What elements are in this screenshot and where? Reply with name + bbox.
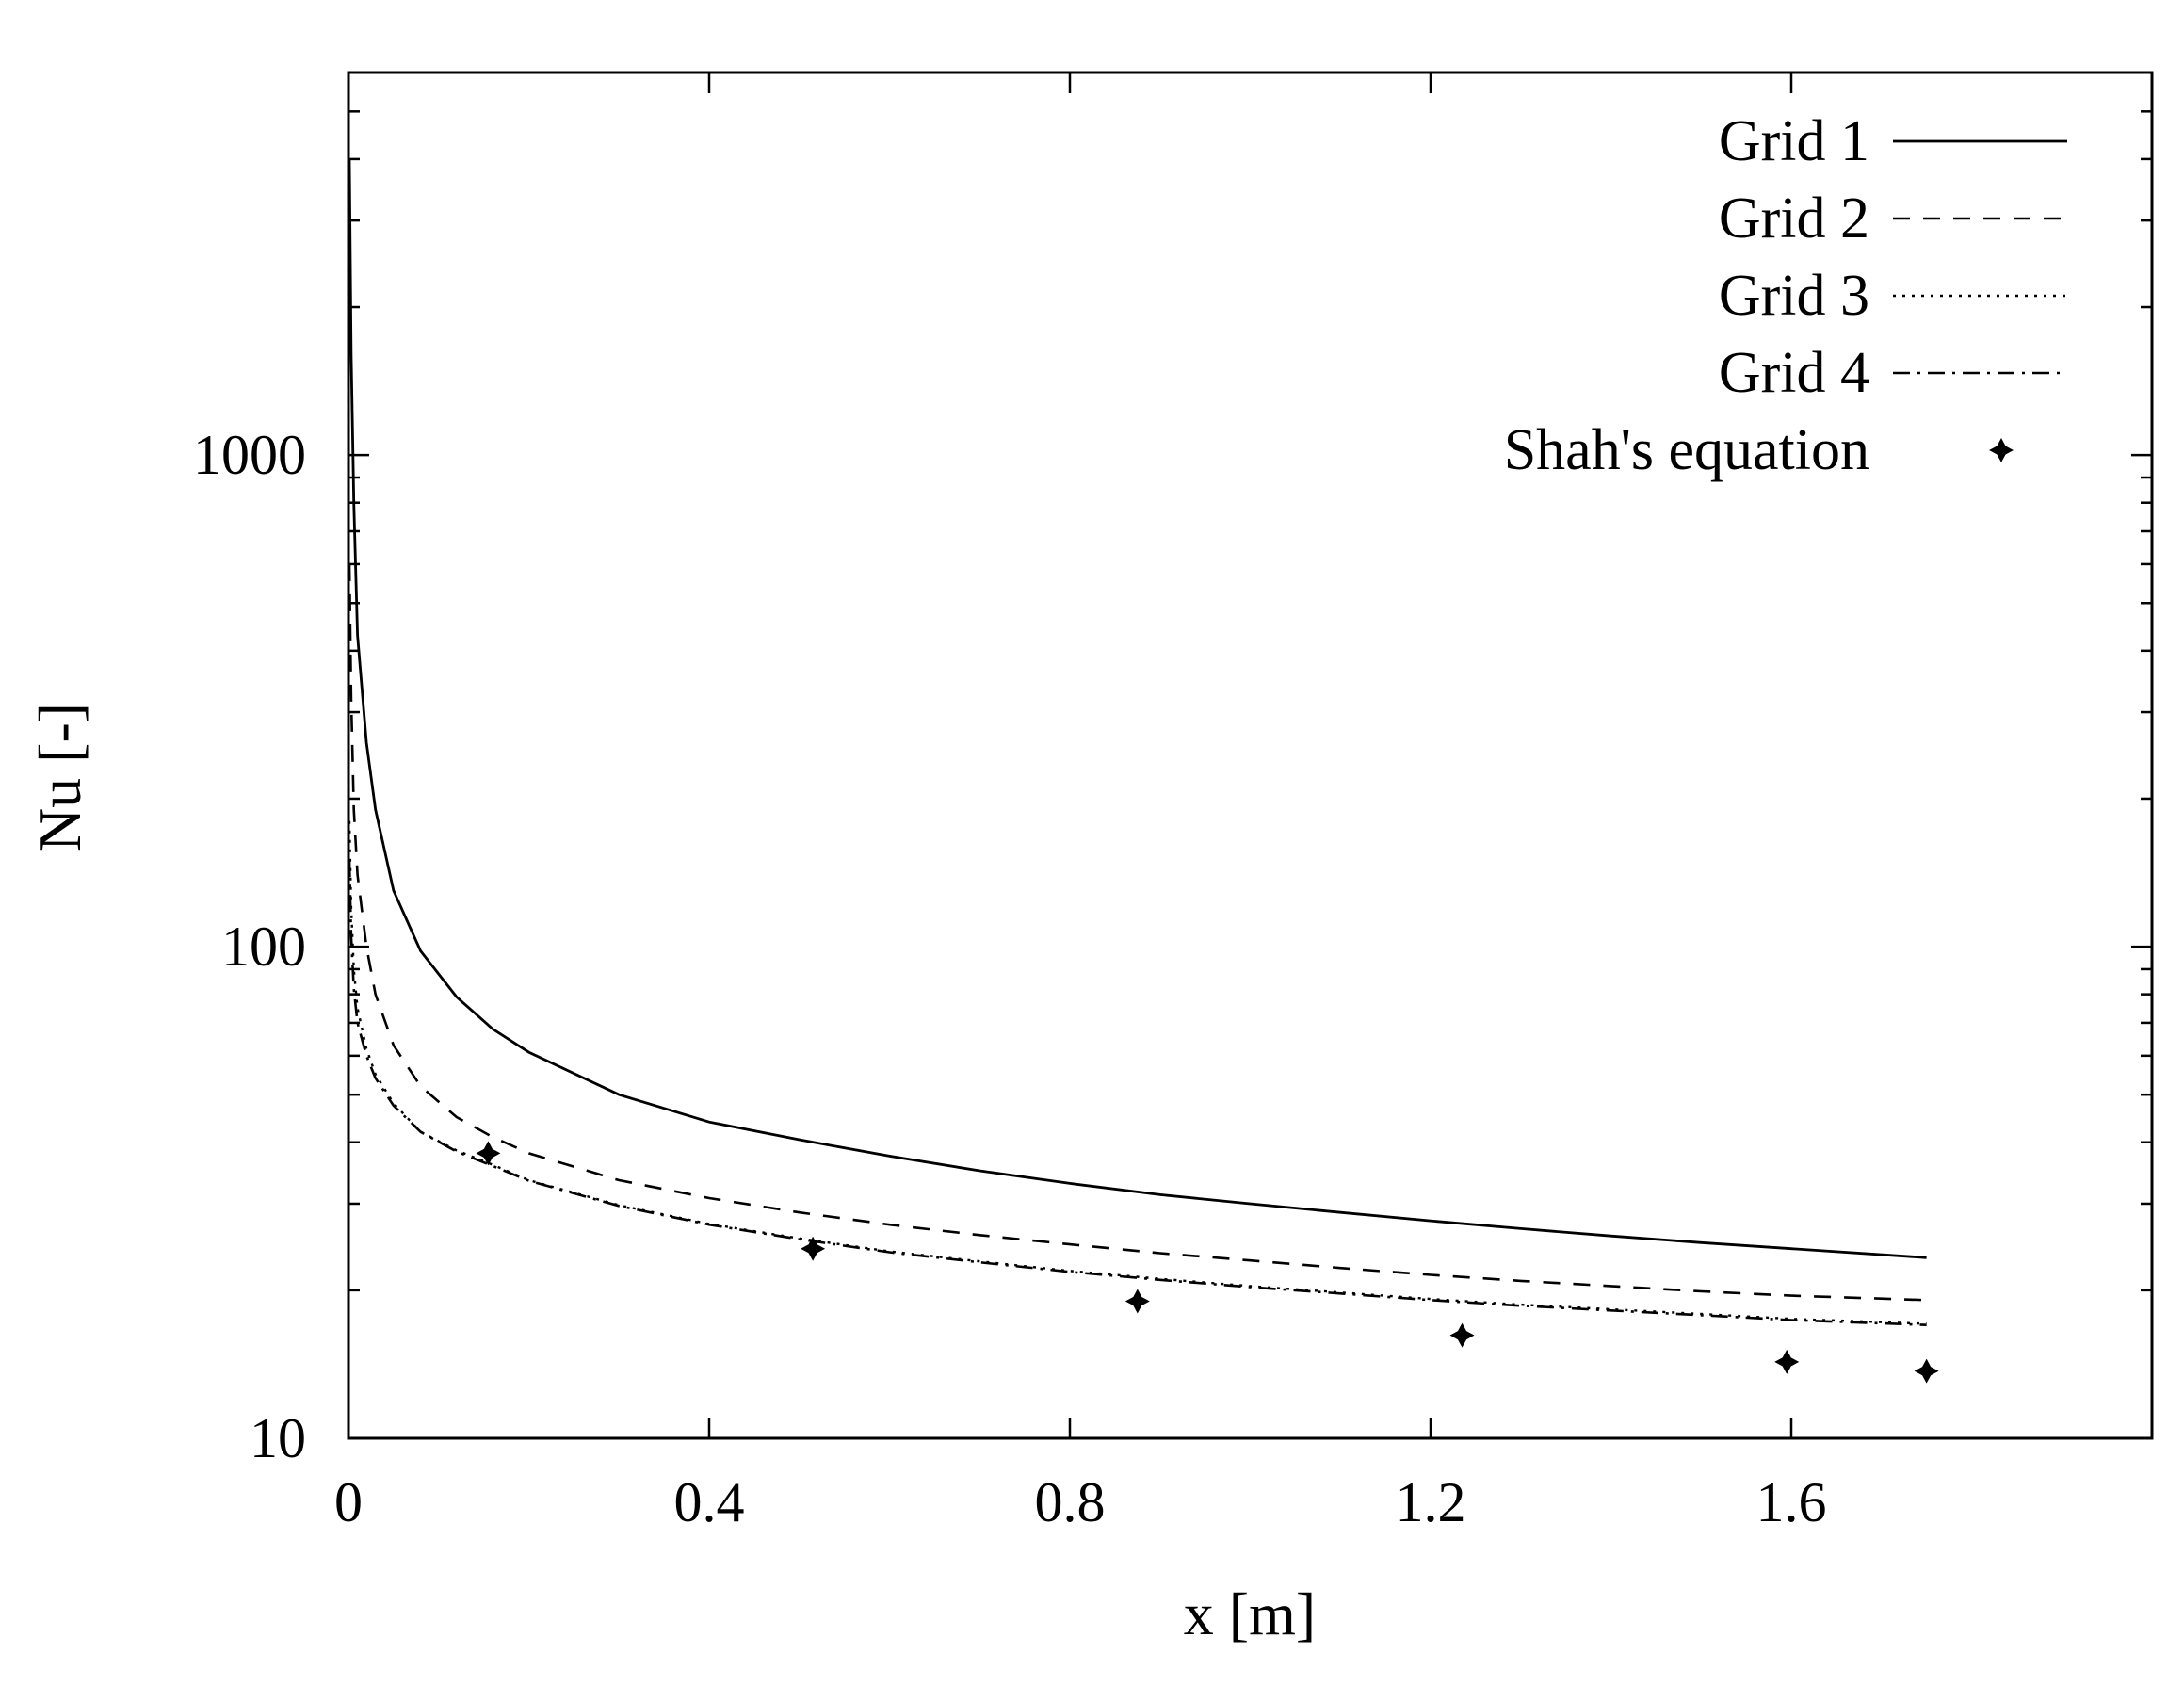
series-grid-2 bbox=[348, 563, 1927, 1302]
data-point-marker bbox=[1124, 1289, 1150, 1314]
legend-item: Grid 4 bbox=[1719, 341, 2067, 405]
x-tick-label: 1.2 bbox=[1396, 1471, 1466, 1533]
legend-item: Grid 1 bbox=[1719, 109, 2067, 173]
legend-label: Grid 4 bbox=[1719, 341, 1869, 405]
x-axis-label: x [m] bbox=[1184, 1581, 1316, 1647]
x-tick-label: 0 bbox=[334, 1471, 363, 1533]
series-line bbox=[348, 563, 1927, 1302]
x-tick-label: 1.6 bbox=[1756, 1471, 1827, 1533]
y-tick-label: 100 bbox=[221, 916, 306, 978]
y-tick-label: 1000 bbox=[193, 424, 306, 486]
plot-frame bbox=[347, 71, 2154, 1440]
data-point-marker bbox=[1914, 1358, 1939, 1384]
legend-label: Grid 2 bbox=[1719, 186, 1869, 251]
series-layer bbox=[348, 158, 1939, 1384]
series-line bbox=[348, 820, 1927, 1325]
legend-marker bbox=[1989, 438, 2014, 462]
legend: Grid 1 Grid 2 Grid 3 Grid 4 Shah's equation bbox=[1504, 109, 2067, 482]
legend-item: Shah's equation bbox=[1504, 418, 2014, 482]
legend-label: Grid 3 bbox=[1719, 264, 1869, 328]
series-shah-s-equation bbox=[476, 1141, 1939, 1384]
data-point-marker bbox=[1774, 1349, 1800, 1374]
series-line bbox=[348, 860, 1927, 1326]
y-axis-label: Nu [-] bbox=[26, 703, 93, 851]
y-tick-label: 10 bbox=[250, 1407, 306, 1469]
data-point-marker bbox=[801, 1236, 826, 1261]
series-grid-4 bbox=[348, 860, 1927, 1326]
x-tick-label: 0.8 bbox=[1035, 1471, 1106, 1533]
legend-label: Shah's equation bbox=[1504, 418, 1869, 482]
legend-label: Grid 1 bbox=[1719, 109, 1869, 173]
legend-item: Grid 3 bbox=[1719, 264, 2067, 328]
legend-item: Grid 2 bbox=[1719, 186, 2067, 251]
x-tick-label: 0.4 bbox=[674, 1471, 745, 1533]
data-point-marker bbox=[1449, 1322, 1475, 1348]
ticks-layer: 0 0.4 0.8 1.2 1.6 10 100 1000 bbox=[193, 71, 2152, 1533]
series-grid-1 bbox=[348, 158, 1927, 1259]
data-point-marker bbox=[476, 1141, 501, 1166]
series-line bbox=[348, 158, 1927, 1259]
series-grid-3 bbox=[348, 820, 1927, 1325]
